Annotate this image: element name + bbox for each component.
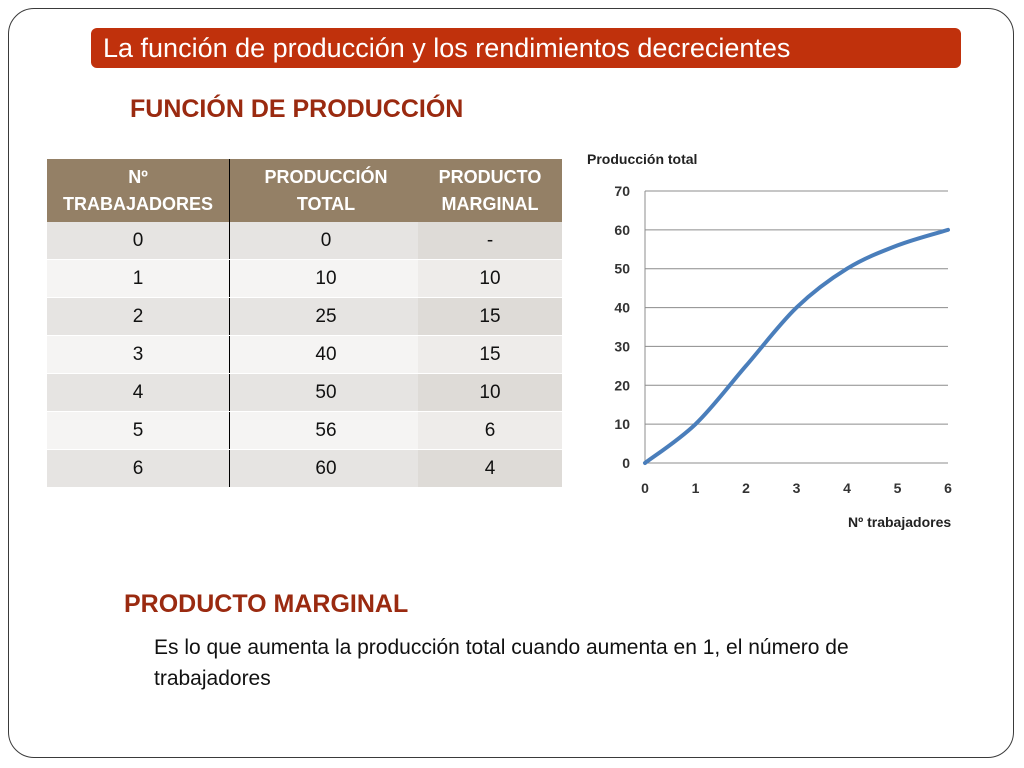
cell-produccion: 25 xyxy=(229,297,422,336)
heading-producto-marginal: PRODUCTO MARGINAL xyxy=(124,590,409,618)
cell-produccion: 50 xyxy=(229,373,422,412)
cell-produccion: 56 xyxy=(229,411,422,450)
table-row: 4 50 xyxy=(47,373,422,412)
cell-trabajadores: 2 xyxy=(47,297,230,336)
x-tick-label: 5 xyxy=(894,480,902,496)
table-row: 10 xyxy=(418,259,562,298)
x-tick-label: 6 xyxy=(944,480,952,496)
marginal-product-table: PRODUCTO MARGINAL - 10 15 15 10 6 4 xyxy=(418,159,562,488)
cell-marginal: 10 xyxy=(418,259,562,298)
cell-produccion: 40 xyxy=(229,335,422,374)
table-row: 6 xyxy=(418,411,562,450)
y-tick-label: 10 xyxy=(614,416,630,432)
y-tick-label: 0 xyxy=(622,455,630,471)
table-row: 6 60 xyxy=(47,449,422,488)
table-row: 4 xyxy=(418,449,562,488)
table-row: 0 0 xyxy=(47,222,422,260)
chart-x-axis-label: Nº trabajadores xyxy=(848,514,952,530)
table-row: 15 xyxy=(418,297,562,336)
cell-produccion: 10 xyxy=(229,259,422,298)
cell-trabajadores: 0 xyxy=(47,222,230,260)
cell-trabajadores: 6 xyxy=(47,449,230,488)
table-row: 1 10 xyxy=(47,259,422,298)
table-row: 15 xyxy=(418,335,562,374)
cell-marginal: - xyxy=(418,222,562,260)
x-tick-label: 0 xyxy=(641,480,649,496)
x-tick-label: 4 xyxy=(843,480,851,496)
cell-trabajadores: 1 xyxy=(47,259,230,298)
cell-marginal: 10 xyxy=(418,373,562,412)
y-tick-label: 20 xyxy=(614,377,630,393)
x-tick-label: 1 xyxy=(692,480,700,496)
definition-text: Es lo que aumenta la producción total cu… xyxy=(154,636,849,690)
chart-y-axis-label: Producción total xyxy=(587,151,698,167)
table-row: 3 40 xyxy=(47,335,422,374)
cell-marginal: 6 xyxy=(418,411,562,450)
y-tick-label: 50 xyxy=(614,261,630,277)
x-tick-label: 3 xyxy=(793,480,801,496)
cell-marginal: 15 xyxy=(418,297,562,336)
y-tick-label: 30 xyxy=(614,338,630,354)
cell-marginal: 15 xyxy=(418,335,562,374)
y-tick-label: 60 xyxy=(614,222,630,238)
production-table: Nº TRABAJADORES PRODUCCIÓN TOTAL 0 0 1 1… xyxy=(47,159,422,488)
production-chart: 0 10 20 30 40 50 60 70 0 1 2 3 4 5 6 xyxy=(614,183,952,496)
cell-trabajadores: 3 xyxy=(47,335,230,374)
cell-marginal: 4 xyxy=(418,449,562,488)
cell-trabajadores: 5 xyxy=(47,411,230,450)
table-row: 10 xyxy=(418,373,562,412)
header-produccion-total: PRODUCCIÓN TOTAL xyxy=(229,159,422,222)
slide-frame xyxy=(8,8,1014,758)
x-tick-label: 2 xyxy=(742,480,750,496)
header-producto-marginal: PRODUCTO MARGINAL xyxy=(418,159,562,222)
cell-produccion: 0 xyxy=(229,222,422,260)
heading-funcion-produccion: FUNCIÓN DE PRODUCCIÓN xyxy=(130,95,464,123)
series-line-produccion-total xyxy=(643,227,950,465)
table-row: 5 56 xyxy=(47,411,422,450)
table-row: 2 25 xyxy=(47,297,422,336)
y-tick-label: 70 xyxy=(614,183,630,199)
y-tick-label: 40 xyxy=(614,300,630,316)
slide-title: La función de producción y los rendimien… xyxy=(91,28,961,68)
header-trabajadores: Nº TRABAJADORES xyxy=(47,159,230,222)
cell-produccion: 60 xyxy=(229,449,422,488)
cell-trabajadores: 4 xyxy=(47,373,230,412)
table-row: - xyxy=(418,222,562,260)
